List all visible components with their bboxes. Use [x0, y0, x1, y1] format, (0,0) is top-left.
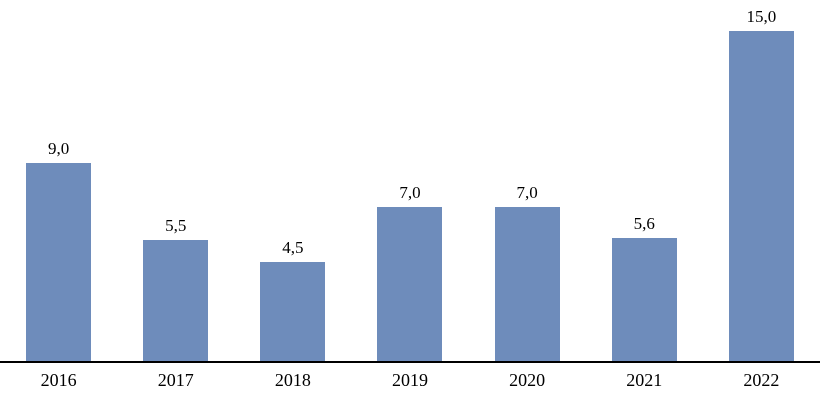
bar-value-label: 4,5	[282, 238, 304, 258]
plot-area: 9,0 5,5 4,5 7,0 7,0 5,6 15,0	[0, 0, 820, 363]
bar-2022	[728, 31, 794, 361]
x-tick-label-2017: 2017	[157, 370, 194, 390]
bar-value-label: 5,6	[633, 214, 655, 234]
bar-column-2017: 5,5	[117, 0, 234, 361]
x-tick-label-2022: 2022	[743, 370, 780, 390]
bar-column-2021: 5,6	[586, 0, 703, 361]
bar-column-2022: 15,0	[703, 0, 820, 361]
x-tick-label-2020: 2020	[509, 370, 546, 390]
bar-2016	[26, 163, 92, 361]
bar-2018	[260, 262, 326, 361]
bar-value-label: 9,0	[47, 139, 70, 159]
x-tick-label-2016: 2016	[40, 370, 77, 390]
bar-2019	[377, 207, 443, 361]
bar-value-label: 15,0	[746, 7, 777, 27]
bar-column-2018: 4,5	[234, 0, 351, 361]
x-tick-label-2019: 2019	[391, 370, 428, 390]
bar-column-2020: 7,0	[469, 0, 586, 361]
bar-value-label: 5,5	[165, 216, 187, 236]
x-tick-label-2021: 2021	[626, 370, 663, 390]
bar-2017	[143, 240, 209, 361]
x-tick-label-2018: 2018	[274, 370, 311, 390]
bar-2021	[611, 238, 677, 361]
x-axis-labels: 2016 2017 2018 2019 2020 2021 2022	[0, 363, 820, 392]
bar-value-label: 7,0	[516, 183, 538, 203]
bar-column-2016: 9,0	[0, 0, 117, 361]
bar-2020	[494, 207, 560, 361]
bar-value-label: 7,0	[399, 183, 421, 203]
bar-column-2019: 7,0	[351, 0, 468, 361]
